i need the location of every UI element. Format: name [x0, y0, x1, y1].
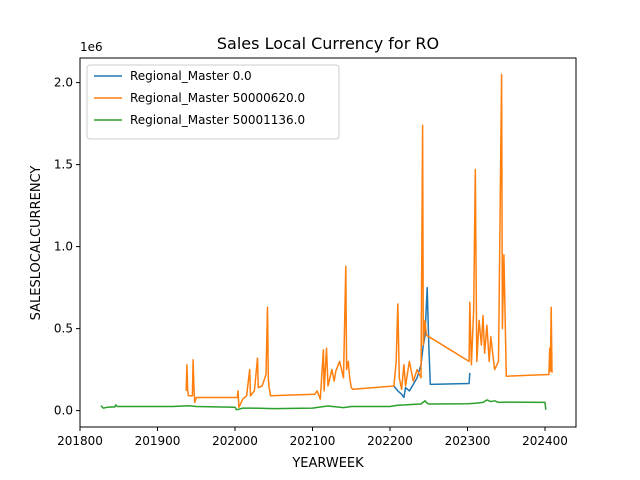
y-axis: 0.0 0.5 1.0 1.5 2.0	[54, 76, 80, 418]
x-tick-label: 201900	[135, 434, 181, 448]
series-line-2	[185, 73, 553, 409]
chart-title: Sales Local Currency for RO	[217, 34, 439, 53]
x-tick-label: 202300	[445, 434, 491, 448]
x-axis-label: YEARWEEK	[291, 456, 364, 471]
y-tick-label: 1.5	[54, 158, 73, 172]
series-line-3	[100, 399, 547, 411]
legend: Regional_Master 0.0 Regional_Master 50000…	[86, 64, 340, 140]
x-tick-label: 202000	[212, 434, 258, 448]
x-tick-label: 202100	[290, 434, 336, 448]
x-tick-label: 201800	[57, 434, 103, 448]
plot-content	[100, 73, 553, 411]
x-tick-label: 202400	[522, 434, 568, 448]
y-tick-label: 0.5	[54, 322, 73, 336]
plot-frame	[79, 57, 577, 428]
legend-label: Regional_Master 50001136.0	[130, 113, 305, 127]
legend-box	[86, 64, 340, 140]
y-tick-label: 1.0	[54, 240, 73, 254]
y-axis-label: SALESLOCALCURRENCY	[29, 166, 44, 321]
y-tick-label: 2.0	[54, 76, 73, 90]
y-offset-label: 1e6	[80, 40, 103, 54]
legend-label: Regional_Master 0.0	[130, 69, 252, 83]
legend-label: Regional_Master 50000620.0	[130, 91, 305, 105]
x-axis: 201800 201900 202000 202100 202200 202300 2024…	[57, 427, 568, 448]
x-tick-label: 202200	[367, 434, 413, 448]
y-tick-label: 0.0	[54, 404, 73, 418]
series-line-1	[393, 286, 471, 399]
